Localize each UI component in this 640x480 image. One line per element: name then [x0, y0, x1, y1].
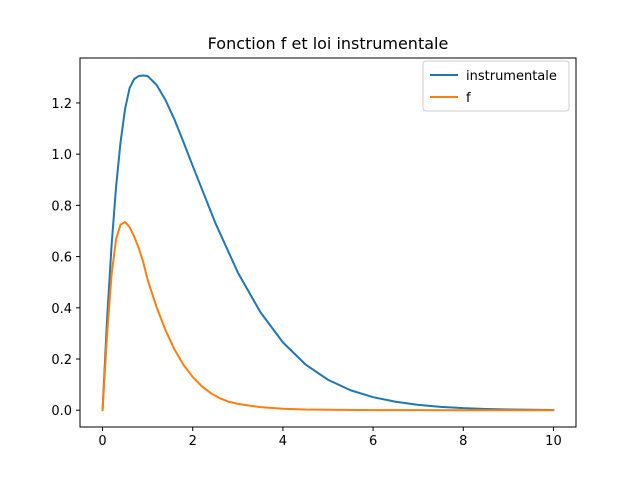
x-tick-label: 8 [459, 434, 467, 449]
x-tick-label: 10 [545, 434, 562, 449]
y-tick-label: 0.6 [51, 251, 72, 266]
x-axis: 0 2 4 6 8 10 [98, 427, 562, 449]
y-tick-label: 1.2 [51, 97, 72, 112]
legend-label-f: f [466, 91, 471, 106]
axes-frame [79, 57, 577, 428]
legend-label-instrumentale: instrumentale [466, 69, 557, 84]
y-tick-label: 0.2 [51, 353, 72, 368]
x-tick-label: 0 [98, 434, 106, 449]
series-line-f [101, 221, 555, 412]
chart-title: Fonction f et loi instrumentale [208, 34, 449, 53]
x-tick-label: 6 [369, 434, 377, 449]
plot-area: 0 2 4 6 8 10 0.0 0.2 0.4 0.6 0.8 1.0 1.2 [51, 57, 577, 449]
legend: instrumentale f [422, 60, 570, 112]
series-layer [101, 74, 555, 412]
y-axis: 0.0 0.2 0.4 0.6 0.8 1.0 1.2 [51, 97, 80, 419]
y-tick-label: 0.0 [51, 404, 72, 419]
legend-box [422, 60, 570, 112]
x-tick-label: 4 [279, 434, 287, 449]
y-tick-label: 1.0 [51, 148, 72, 163]
x-tick-label: 2 [189, 434, 197, 449]
y-tick-label: 0.8 [51, 199, 72, 214]
y-tick-label: 0.4 [51, 302, 72, 317]
series-line-instrumentale [101, 74, 555, 412]
